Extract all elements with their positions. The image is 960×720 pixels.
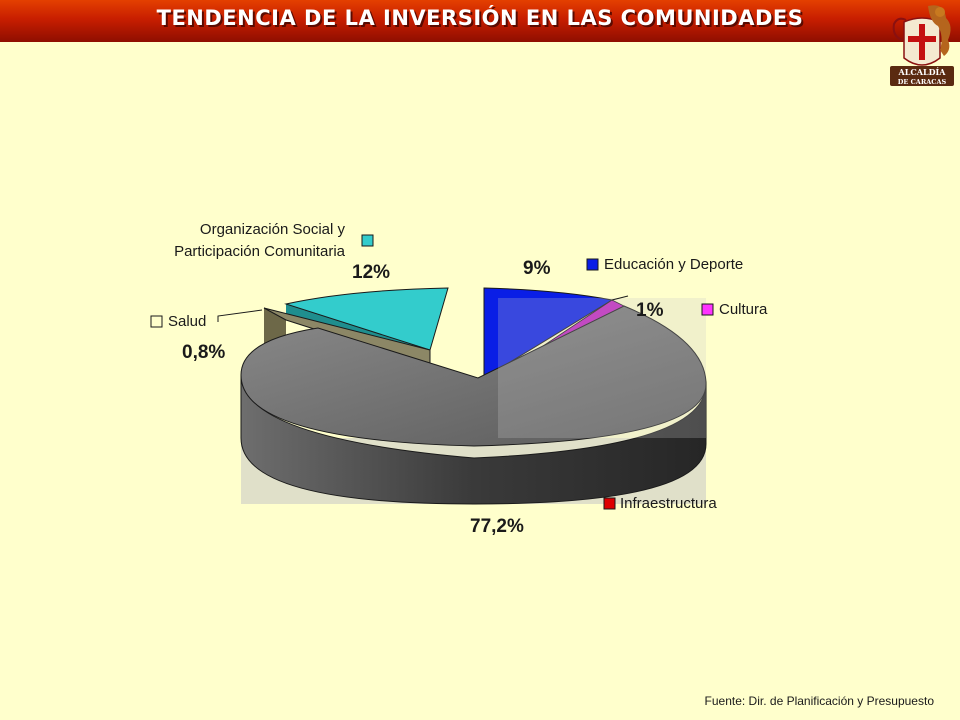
data-label-infraestructura: 77,2% [470, 516, 524, 537]
data-label-cultura: 1% [636, 300, 664, 321]
slice-infraestructura[interactable] [240, 305, 707, 505]
legend-swatch-salud [150, 315, 163, 328]
plot-area-overlay [498, 298, 706, 438]
legend-swatch-educacion [586, 258, 599, 271]
source-note: Fuente: Dir. de Planificación y Presupue… [704, 694, 934, 708]
alcaldia-logo: ALCALDÍA DE CARACAS [890, 5, 954, 86]
salud-leader-line [217, 309, 263, 322]
legend-swatch-cultura [701, 303, 714, 316]
data-label-educacion: 9% [523, 258, 551, 279]
title-bar [0, 0, 960, 42]
legend-label-infraestructura: Infraestructura [620, 495, 717, 512]
slice-educacion-deporte[interactable] [483, 287, 614, 379]
slide-title: TENDENCIA DE LA INVERSIÓN EN LAS COMUNID… [156, 6, 804, 30]
legend-swatch-infraestructura [603, 497, 616, 510]
legend-label-cultura: Cultura [719, 301, 768, 318]
legend-swatch-organizacion [361, 234, 374, 247]
legend-label-salud: Salud [168, 313, 206, 330]
data-label-organizacion: 12% [352, 262, 390, 283]
cultura-leader-line [611, 295, 629, 301]
legend-label-organizacion-line1: Organización Social y [200, 221, 346, 238]
legend-label-organizacion-line2: Participación Comunitaria [174, 243, 346, 260]
logo-text-line1: ALCALDÍA [898, 67, 947, 77]
logo-text-line2: DE CARACAS [898, 78, 947, 86]
data-label-salud: 0,8% [182, 342, 225, 363]
legend-label-educacion: Educación y Deporte [604, 256, 743, 273]
